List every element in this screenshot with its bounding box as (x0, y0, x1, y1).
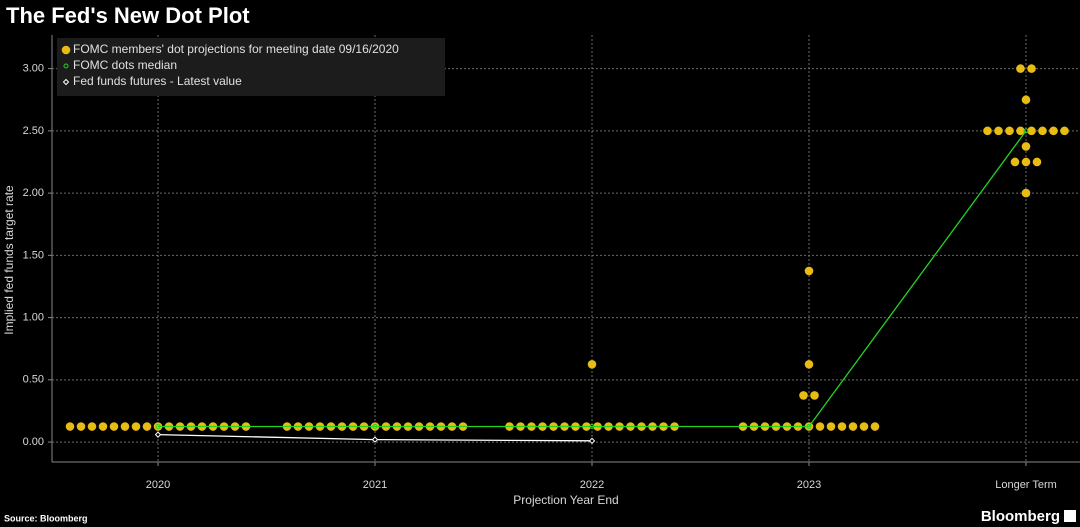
dot (1060, 126, 1069, 136)
x-tick-label: 2021 (363, 479, 387, 491)
y-tick-label: 2.00 (23, 187, 44, 199)
dot (1021, 157, 1031, 167)
median-marker (806, 424, 812, 430)
futures-marker (588, 437, 596, 445)
dot (1021, 188, 1031, 198)
dot (870, 422, 880, 431)
futures-marker (154, 431, 162, 438)
dot (994, 126, 1003, 136)
median-marker (372, 424, 378, 430)
dot (826, 422, 836, 431)
source: Source: Bloomberg (4, 513, 88, 523)
dot (1021, 95, 1031, 105)
futures-marker (371, 436, 379, 443)
dot (804, 359, 814, 369)
y-axis-label: Implied fed funds target rate (2, 185, 16, 335)
median-line (158, 130, 1027, 428)
dot (804, 266, 814, 276)
dot (837, 422, 847, 431)
brand: Bloomberg (981, 508, 1060, 525)
dot (1027, 64, 1036, 73)
y-tick-label: 0.50 (23, 374, 44, 386)
legend-box (57, 38, 445, 96)
y-tick-label: 0.00 (23, 436, 44, 448)
legend-label: Fed funds futures - Latest value (73, 74, 242, 88)
dot (98, 422, 108, 431)
dot (1010, 157, 1020, 167)
dot (87, 422, 97, 431)
y-tick-label: 3.00 (23, 63, 44, 75)
dot (131, 422, 141, 431)
median-marker (155, 424, 161, 430)
dot (1005, 126, 1014, 136)
median-marker (589, 424, 595, 430)
dot (120, 422, 130, 431)
legend-label: FOMC dots median (73, 58, 177, 72)
dot (810, 391, 819, 400)
dot (1038, 126, 1047, 136)
dot (1027, 126, 1036, 136)
x-axis-label: Projection Year End (513, 493, 618, 507)
y-tick-label: 2.50 (23, 125, 44, 137)
y-tick-label: 1.50 (23, 249, 44, 261)
legend-marker (63, 63, 69, 69)
dot (65, 422, 75, 431)
dot (859, 422, 869, 431)
x-tick-label: 2020 (146, 479, 170, 491)
dot (1021, 142, 1031, 151)
dot (109, 422, 119, 431)
legend-label: FOMC members' dot projections for meetin… (73, 42, 399, 56)
dot (1016, 126, 1025, 136)
dot (1016, 64, 1025, 73)
dot (587, 359, 597, 369)
chart-title: The Fed's New Dot Plot (6, 3, 250, 28)
dot (799, 391, 808, 400)
median-marker (1023, 128, 1029, 134)
dot (76, 422, 86, 431)
dot (983, 126, 992, 136)
x-tick-label: 2022 (580, 479, 604, 491)
dot (1032, 157, 1042, 167)
y-tick-label: 1.00 (23, 311, 44, 323)
dot (142, 422, 152, 431)
x-tick-label: Longer Term (995, 479, 1057, 491)
dot (815, 422, 825, 431)
brand-icon (1064, 510, 1076, 522)
legend-marker (61, 45, 71, 55)
legend-marker (62, 78, 70, 86)
x-tick-label: 2023 (797, 479, 821, 491)
dot (1049, 126, 1058, 136)
dot (848, 422, 858, 431)
